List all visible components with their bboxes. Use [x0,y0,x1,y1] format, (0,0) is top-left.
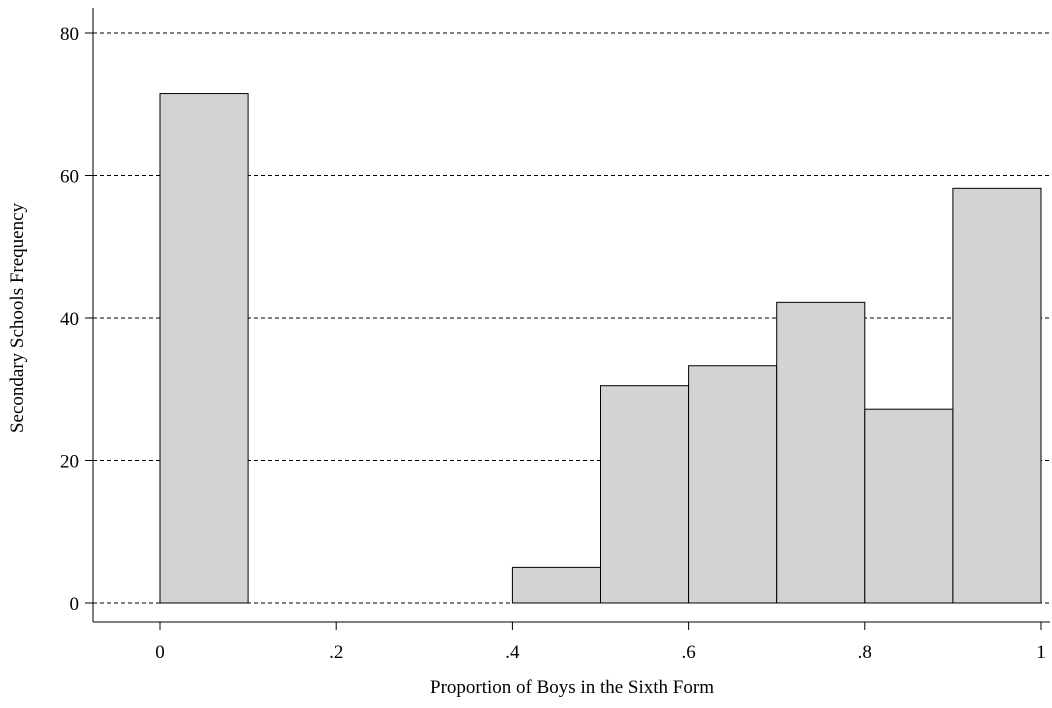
bar-6 [952,187,1042,604]
bars [159,93,1042,604]
bar-0 [159,93,249,604]
x-tick-label: 1 [1036,642,1046,663]
x-axis-ticks: 0 .2 .4 .6 .8 1 [155,622,1046,663]
y-axis-ticks: 0 20 40 60 80 [60,24,93,615]
y-tick-label: 80 [60,24,79,45]
x-tick-label: .6 [681,642,695,663]
x-tick-label: .4 [505,642,520,663]
y-tick-label: 20 [60,452,79,473]
x-axis-label: Proportion of Boys in the Sixth Form [430,677,714,698]
y-axis-label: Secondary Schools Frequency [7,202,28,433]
y-tick-label: 40 [60,309,79,330]
y-tick-label: 60 [60,167,79,188]
bar-3 [688,365,778,604]
bar-1 [511,566,602,604]
bar-2 [600,385,690,604]
x-tick-label: .2 [329,642,343,663]
y-tick-label: 0 [70,594,80,615]
x-tick-label: .8 [858,642,872,663]
bar-5 [864,408,954,604]
bar-4 [776,301,866,604]
x-tick-label: 0 [155,642,165,663]
